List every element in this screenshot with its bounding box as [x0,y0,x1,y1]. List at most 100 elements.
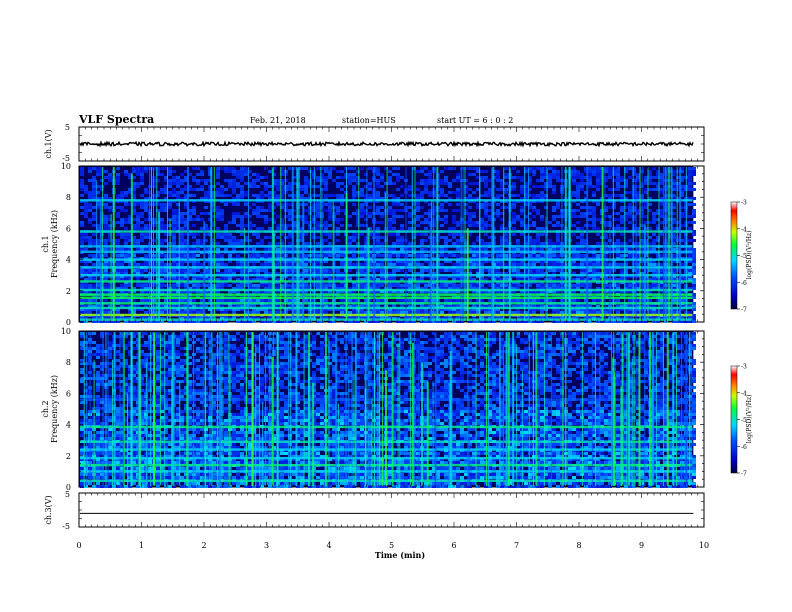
spectrogram-cell [364,236,368,239]
spectrogram-cell [140,221,144,224]
spectrogram-cell [180,182,184,185]
spectrogram-cell [624,284,628,287]
spectrogram-cell [488,305,492,308]
spectrogram-cell [236,269,240,272]
spectrogram-cell [336,308,340,311]
spectrogram-cell [172,176,176,179]
spectrogram-cell [444,236,448,239]
spectrogram-cell [536,320,540,323]
spectrogram-cell [120,233,124,236]
spectrogram-cell [328,203,332,206]
spectrogram-cell [252,308,256,311]
spectrogram-cell [108,179,112,182]
spectrogram-cell [160,221,164,224]
spectrogram-cell [164,206,168,209]
spectrogram-cell [616,182,620,185]
spectrogram-cell [224,248,228,251]
spectrogram-cell [300,185,304,188]
spectrogram-cell [92,185,96,188]
spectrogram-cell [100,239,104,242]
spectrogram-cell [524,242,528,245]
spectrogram-cell [276,263,280,266]
spectrogram-cell [184,320,188,323]
spectrogram-cell [576,176,580,179]
spectrogram-cell [384,194,388,197]
spectrogram-cell [96,269,100,272]
spectrogram-cell [348,269,352,272]
spectrogram-cell [500,179,504,182]
spectrogram-cell [316,227,320,230]
spectrogram-cell [552,242,556,245]
spectrogram-cell [352,239,356,242]
spectrogram-cell [452,242,456,245]
spectrogram-cell [256,308,260,311]
spectrogram-cell [124,275,128,278]
spectrogram-cell [384,272,388,275]
spectrogram-cell [260,209,264,212]
spectrogram-cell [284,185,288,188]
spectrogram-cell [256,278,260,281]
spectrogram-cell [376,185,380,188]
spectrogram-cell [636,209,640,212]
spectrogram-cell [552,206,556,209]
spectrogram-cell [144,287,148,290]
spectrogram-cell [244,170,248,173]
spectrogram-cell [228,254,232,257]
spectrogram-cell [444,320,448,323]
spectrogram-cell [448,233,452,236]
spectrogram-cell [192,254,196,257]
spectrogram-cell [340,170,344,173]
spectrogram-cell [540,263,544,266]
spectrogram-cell [160,284,164,287]
spectrogram-cell [172,218,176,221]
spectrogram-cell [556,254,560,257]
spectrogram-cell [140,236,144,239]
spectrogram-cell [116,215,120,218]
spectrogram-cell [480,284,484,287]
spectrogram-cell [528,308,532,311]
spectrogram-cell [196,179,200,182]
spectrogram-cell [616,179,620,182]
spectrogram-cell [240,263,244,266]
spectrogram-cell [132,227,136,230]
spectrogram-cell [104,272,108,275]
spectrogram-cell [548,221,552,224]
spectrogram-cell [588,320,592,323]
spectrogram-cell [260,176,264,179]
spectrogram-cell [328,224,332,227]
spectrogram-cell [176,182,180,185]
spectrogram-cell [248,305,252,308]
spectrogram-cell [512,233,516,236]
spectrogram-cell [248,272,252,275]
spectrogram-cell [144,275,148,278]
spectrogram-cell [504,176,508,179]
spectrogram-cell [236,284,240,287]
spectrogram-cell [184,212,188,215]
spectrogram-cell [420,287,424,290]
spectrogram-cell [216,206,220,209]
spectrogram-cell [280,182,284,185]
spectrogram-cell [184,179,188,182]
spectrogram-cell [220,215,224,218]
spectrogram-cell [472,284,476,287]
spectrogram-cell [572,311,576,314]
spectrogram-cell [592,254,596,257]
spectrogram-cell [236,197,240,200]
spectrogram-cell [444,242,448,245]
spectrogram-cell [160,173,164,176]
spectrogram-cell [224,170,228,173]
spectrogram-cell [420,179,424,182]
spectrogram-cell [636,179,640,182]
spectrogram-cell [516,239,520,242]
spectrogram-cell [304,203,308,206]
spectrogram-cell [488,218,492,221]
spectrogram-cell [324,170,328,173]
spectrogram-cell [456,248,460,251]
spectrogram-cell [276,224,280,227]
spectrogram-cell [128,236,132,239]
spectrogram-cell [400,227,404,230]
spectrogram-cell [268,320,272,323]
spectrogram-cell [376,233,380,236]
spectrogram-cell [160,227,164,230]
spectrogram-cell [100,233,104,236]
